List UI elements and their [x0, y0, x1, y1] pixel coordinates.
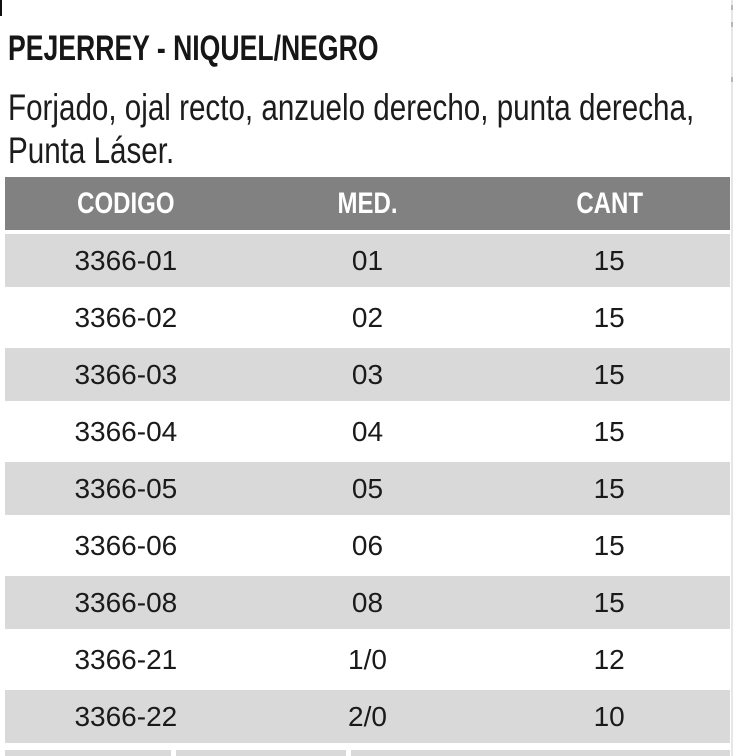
- cell-med: 05: [351, 472, 384, 504]
- table-row: 3366-03 03 15: [5, 348, 730, 405]
- table-row: 3366-04 04 15: [5, 405, 730, 462]
- cell-med: 02: [351, 301, 384, 333]
- product-description-line: Forjado, ojal recto, anzuelo derecho, pu…: [8, 87, 695, 128]
- next-table-partial-cell: [176, 750, 346, 756]
- table-row: 3366-02 02 15: [5, 291, 730, 348]
- next-table-partial-cell: [5, 750, 171, 756]
- cell-med: 08: [351, 586, 384, 618]
- column-header-med: MED.: [247, 177, 489, 230]
- cell-cant: 15: [593, 586, 625, 618]
- table-row: 3366-01 01 15: [5, 234, 730, 291]
- cell-cant: 10: [593, 700, 625, 732]
- table-body: 3366-01 01 15 3366-02 02 15 3366-03 03 1…: [5, 234, 730, 747]
- cell-codigo: 3366-03: [74, 358, 178, 390]
- cell-codigo: 3366-06: [74, 529, 178, 561]
- cell-cant: 15: [593, 472, 625, 504]
- cell-med: 06: [351, 529, 384, 561]
- table-row: 3366-06 06 15: [5, 519, 730, 576]
- column-header-label: CODIGO: [77, 186, 175, 220]
- page-border-dot: [731, 22, 733, 27]
- page-right-border: [731, 0, 733, 756]
- table-row: 3366-22 2/0 10: [5, 690, 730, 747]
- cell-codigo: 3366-01: [74, 244, 178, 276]
- cell-codigo: 3366-21: [74, 643, 178, 675]
- cell-cant: 15: [593, 529, 625, 561]
- product-description-line: Punta Láser.: [8, 130, 175, 171]
- cell-cant: 12: [593, 643, 625, 675]
- column-header-label: CANT: [575, 186, 643, 220]
- next-table-partial-cell: [351, 750, 730, 756]
- table-row: 3366-08 08 15: [5, 576, 730, 633]
- product-table: CODIGO MED. CANT 3366-01 01 15 3366-02 0…: [5, 177, 730, 747]
- column-header-codigo: CODIGO: [5, 177, 247, 230]
- cell-cant: 15: [593, 244, 625, 276]
- column-header-label: MED.: [337, 186, 398, 220]
- page-border-dot: [731, 77, 733, 82]
- cell-codigo: 3366-04: [74, 415, 178, 447]
- cell-med: 2/0: [348, 700, 387, 732]
- page-edge-mark: [0, 0, 2, 16]
- cell-med: 04: [351, 415, 384, 447]
- cell-cant: 15: [593, 415, 625, 447]
- table-row: 3366-05 05 15: [5, 462, 730, 519]
- product-title: PEJERREY - NIQUEL/NEGRO: [8, 29, 379, 68]
- table-row: 3366-21 1/0 12: [5, 633, 730, 690]
- cell-codigo: 3366-02: [74, 301, 178, 333]
- cell-codigo: 3366-05: [74, 472, 178, 504]
- cell-med: 01: [351, 244, 384, 276]
- page-border-dot: [731, 5, 733, 10]
- cell-codigo: 3366-22: [74, 700, 178, 732]
- cell-med: 03: [351, 358, 384, 390]
- table-header-row: CODIGO MED. CANT: [5, 177, 730, 234]
- cell-codigo: 3366-08: [74, 586, 178, 618]
- cell-med: 1/0: [348, 643, 387, 675]
- product-description: Forjado, ojal recto, anzuelo derecho, pu…: [8, 86, 694, 172]
- cell-cant: 15: [593, 358, 625, 390]
- cell-cant: 15: [593, 301, 625, 333]
- column-header-cant: CANT: [488, 177, 730, 230]
- next-table-partial-row: [5, 750, 730, 756]
